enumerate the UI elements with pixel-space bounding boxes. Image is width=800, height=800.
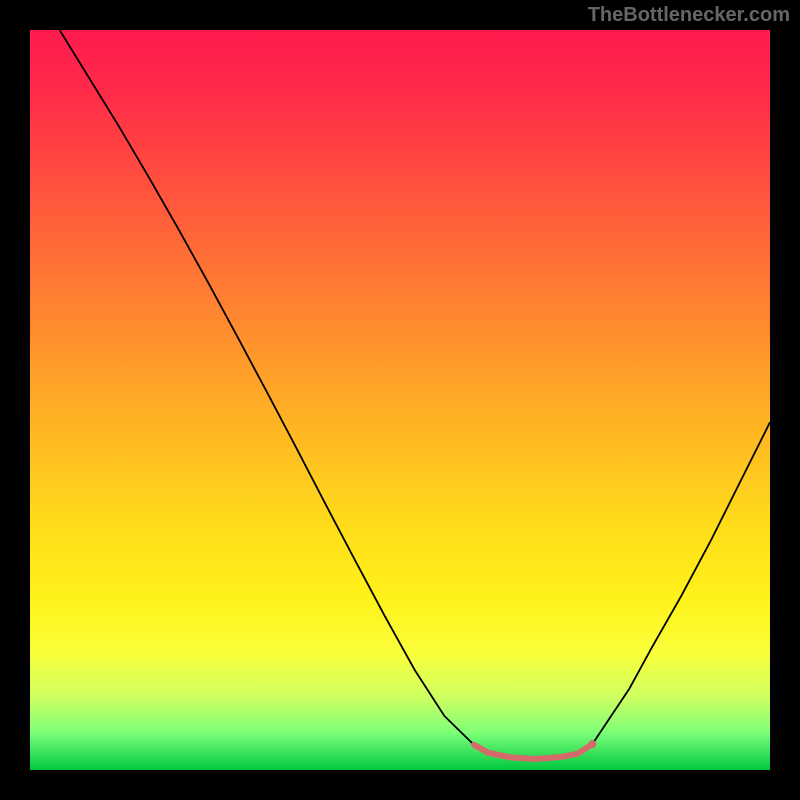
chart-background xyxy=(30,30,770,770)
watermark-text: TheBottleneсker.com xyxy=(588,4,790,27)
chart-area xyxy=(30,30,770,770)
bottleneck-curve-chart xyxy=(30,30,770,770)
optimal-zone-marker xyxy=(588,740,596,748)
